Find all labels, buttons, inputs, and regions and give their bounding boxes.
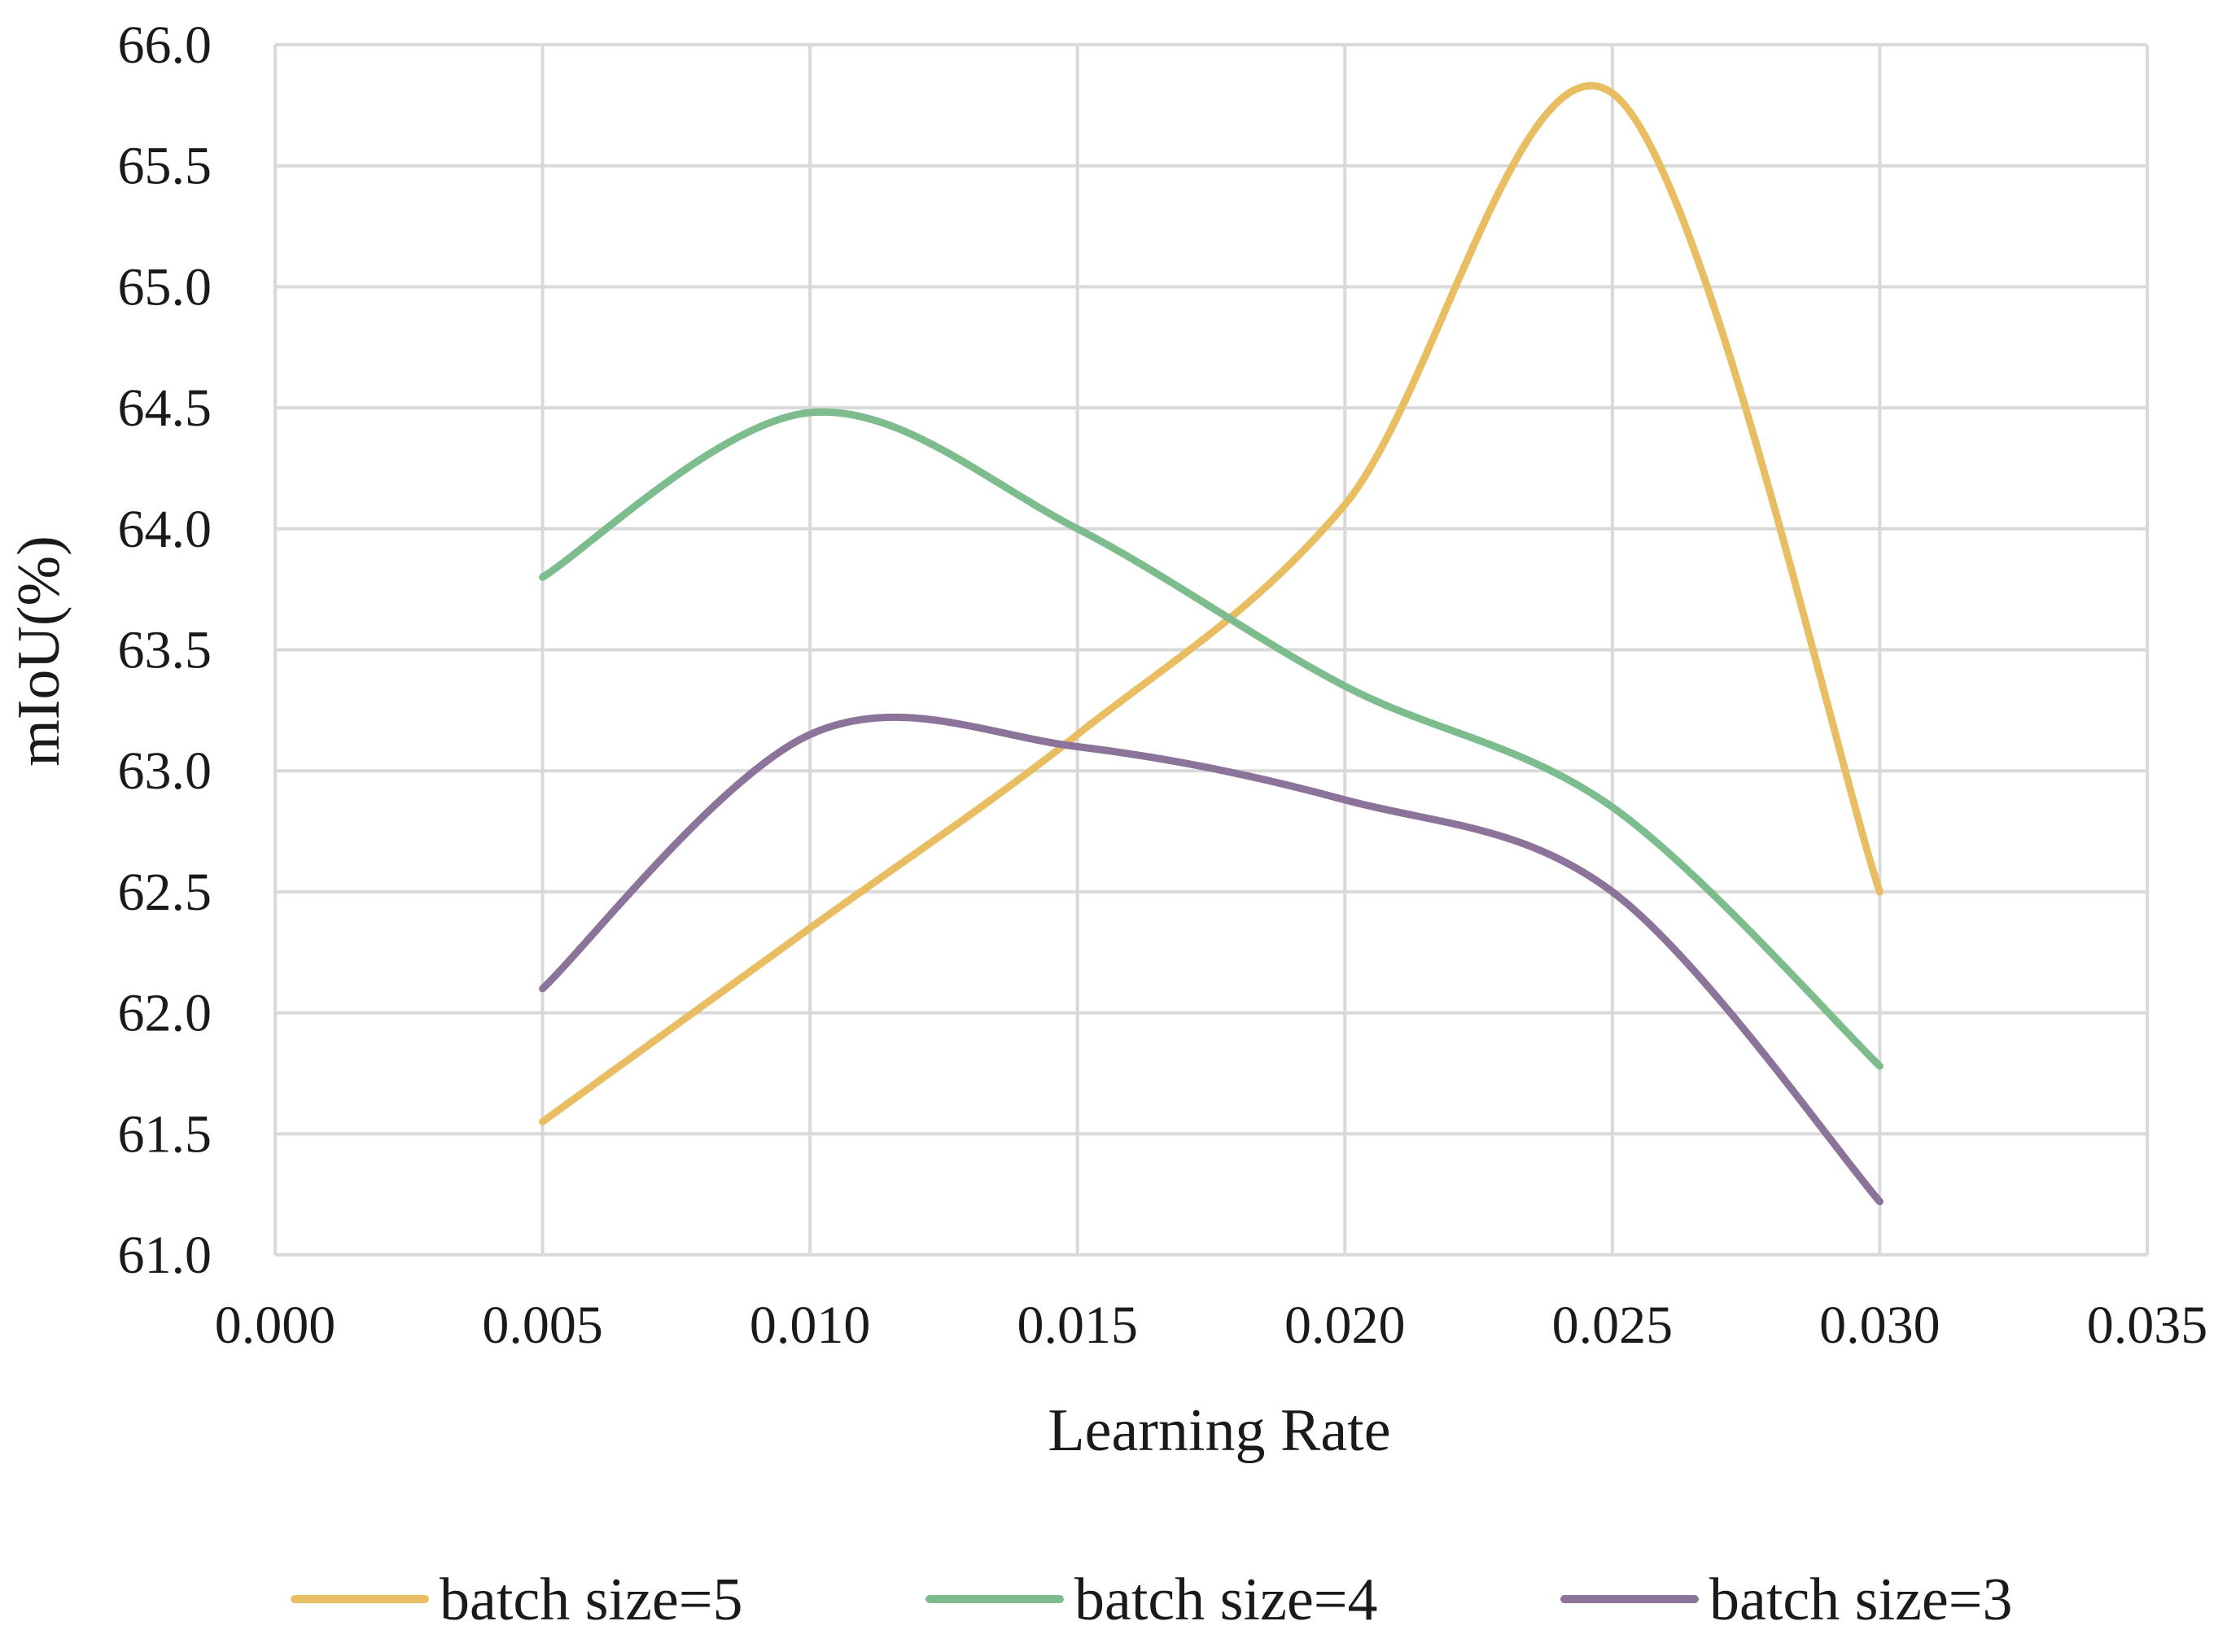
series-line-batch-size-3 [539, 713, 1884, 1206]
series-line-batch-size-4 [539, 408, 1884, 1070]
y-tick-label: 62.0 [118, 984, 212, 1043]
x-tick-label: 0.005 [482, 1296, 603, 1355]
legend-label: batch size=4 [1074, 1567, 1378, 1633]
x-tick-label: 0.035 [2087, 1296, 2208, 1355]
y-axis-title: mIoU(%) [6, 535, 72, 767]
y-tick-label: 66.0 [118, 15, 212, 75]
y-tick-label: 62.5 [118, 863, 212, 922]
legend-label: batch size=3 [1709, 1567, 2013, 1633]
grid [273, 43, 2149, 1256]
y-tick-label: 65.0 [118, 257, 212, 317]
x-tick-label: 0.025 [1552, 1296, 1674, 1355]
x-tick-label: 0.010 [750, 1296, 871, 1355]
y-tick-label: 65.5 [118, 137, 212, 196]
x-tick-label: 0.000 [215, 1296, 336, 1355]
series-lines [539, 81, 1884, 1206]
legend-item-batch-size-4: batch size=4 [925, 1567, 1378, 1633]
y-tick-label: 64.5 [118, 378, 212, 438]
legend-item-batch-size-3: batch size=3 [1560, 1567, 2013, 1633]
x-tick-label: 0.015 [1017, 1296, 1138, 1355]
y-tick-label: 61.5 [118, 1104, 212, 1164]
legend-label: batch size=5 [440, 1567, 743, 1633]
x-tick-label: 0.030 [1819, 1296, 1940, 1355]
x-axis-ticks: 0.000 0.005 0.010 0.015 0.020 0.025 0.030 0.035 [215, 1296, 2208, 1355]
y-tick-label: 63.0 [118, 741, 212, 801]
y-axis-ticks: 61.0 61.5 62.0 62.5 63.0 63.5 64.0 64.5 65.0 65.5… [118, 15, 212, 1285]
legend-item-batch-size-5: batch size=5 [291, 1567, 743, 1633]
legend: batch size=5 batch size=4 batch size=3 [291, 1567, 2013, 1633]
y-tick-label: 63.5 [118, 621, 212, 680]
y-tick-label: 64.0 [118, 500, 212, 559]
x-axis-title: Learning Rate [1048, 1397, 1390, 1464]
series-line-batch-size-5 [539, 81, 1884, 1125]
x-tick-label: 0.020 [1284, 1296, 1406, 1355]
y-tick-label: 61.0 [118, 1226, 212, 1285]
